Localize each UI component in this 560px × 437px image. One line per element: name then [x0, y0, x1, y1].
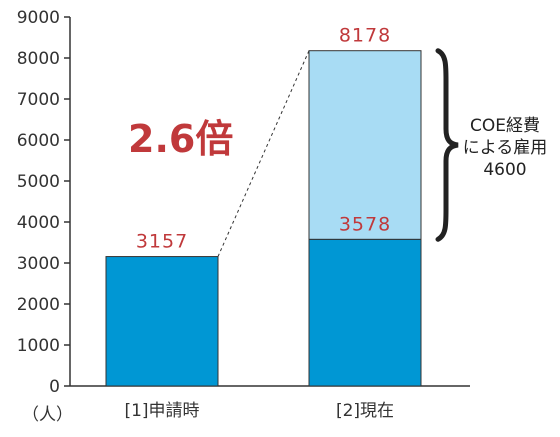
y-tick-label: 5000	[17, 172, 60, 192]
y-axis-unit-label: （人）	[22, 405, 73, 425]
bar-1-segment-1	[105, 256, 219, 387]
x-category-label: [1]申請時	[124, 401, 199, 421]
y-tick-label: 1000	[17, 336, 60, 356]
y-tick-label: 4000	[17, 213, 60, 233]
y-tick-label: 0	[49, 377, 60, 397]
bar-2-segment-2	[308, 50, 422, 240]
brace-label-line-2: による雇用	[463, 138, 548, 158]
data-label: 8178	[339, 25, 391, 47]
ratio-annotation: 2.6倍	[128, 117, 233, 161]
bar-2-segment-1	[308, 238, 422, 387]
x-category-label: [2]現在	[336, 401, 394, 421]
y-tick-label: 6000	[17, 131, 60, 151]
y-tick-label: 7000	[17, 90, 60, 110]
y-tick-label: 8000	[17, 49, 60, 69]
y-tick-label: 3000	[17, 254, 60, 274]
curly-brace-icon	[435, 48, 459, 242]
y-tick-label: 9000	[17, 8, 60, 28]
brace-label-line-3: 4600	[483, 160, 526, 180]
data-label: 3157	[136, 231, 188, 253]
y-tick-label: 2000	[17, 295, 60, 315]
brace-label-line-1: COE経費	[470, 116, 540, 136]
growth-connector-line	[217, 50, 310, 257]
data-label: 3578	[339, 213, 391, 235]
